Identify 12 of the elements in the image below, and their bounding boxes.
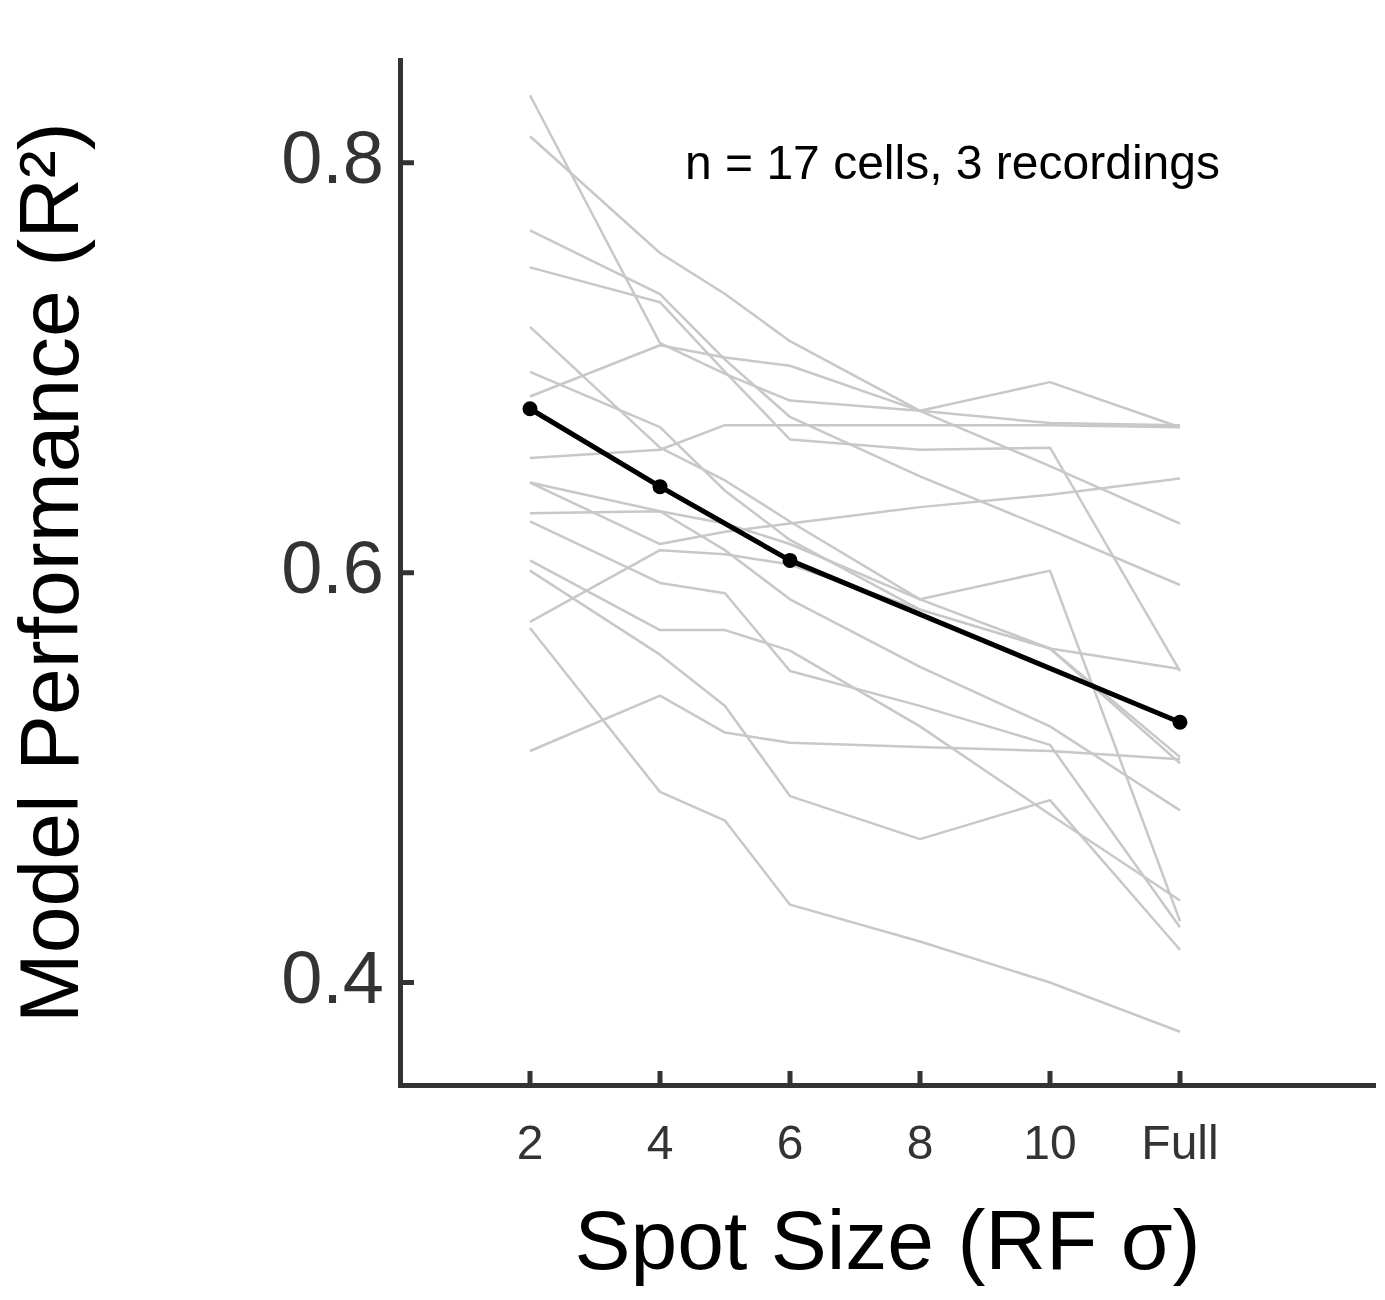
x-tick-label: 6 [776, 1116, 804, 1170]
annotation: n = 17 cells, 3 recordings [685, 135, 1220, 189]
y-axis-title: Model Performance (R²) [1, 122, 96, 1024]
x-axis-title: Spot Size (RF σ) [574, 1192, 1201, 1287]
x-tick-label: 10 [1023, 1116, 1077, 1170]
x-tick-label: 8 [906, 1116, 934, 1170]
y-tick-label: 0.6 [281, 526, 384, 610]
x-tick-label: Full [1141, 1116, 1219, 1170]
x-tick-label: 2 [516, 1116, 544, 1170]
x-tick-label: 4 [646, 1116, 674, 1170]
y-tick-label: 0.8 [281, 116, 384, 200]
y-tick-label: 0.4 [281, 935, 384, 1019]
